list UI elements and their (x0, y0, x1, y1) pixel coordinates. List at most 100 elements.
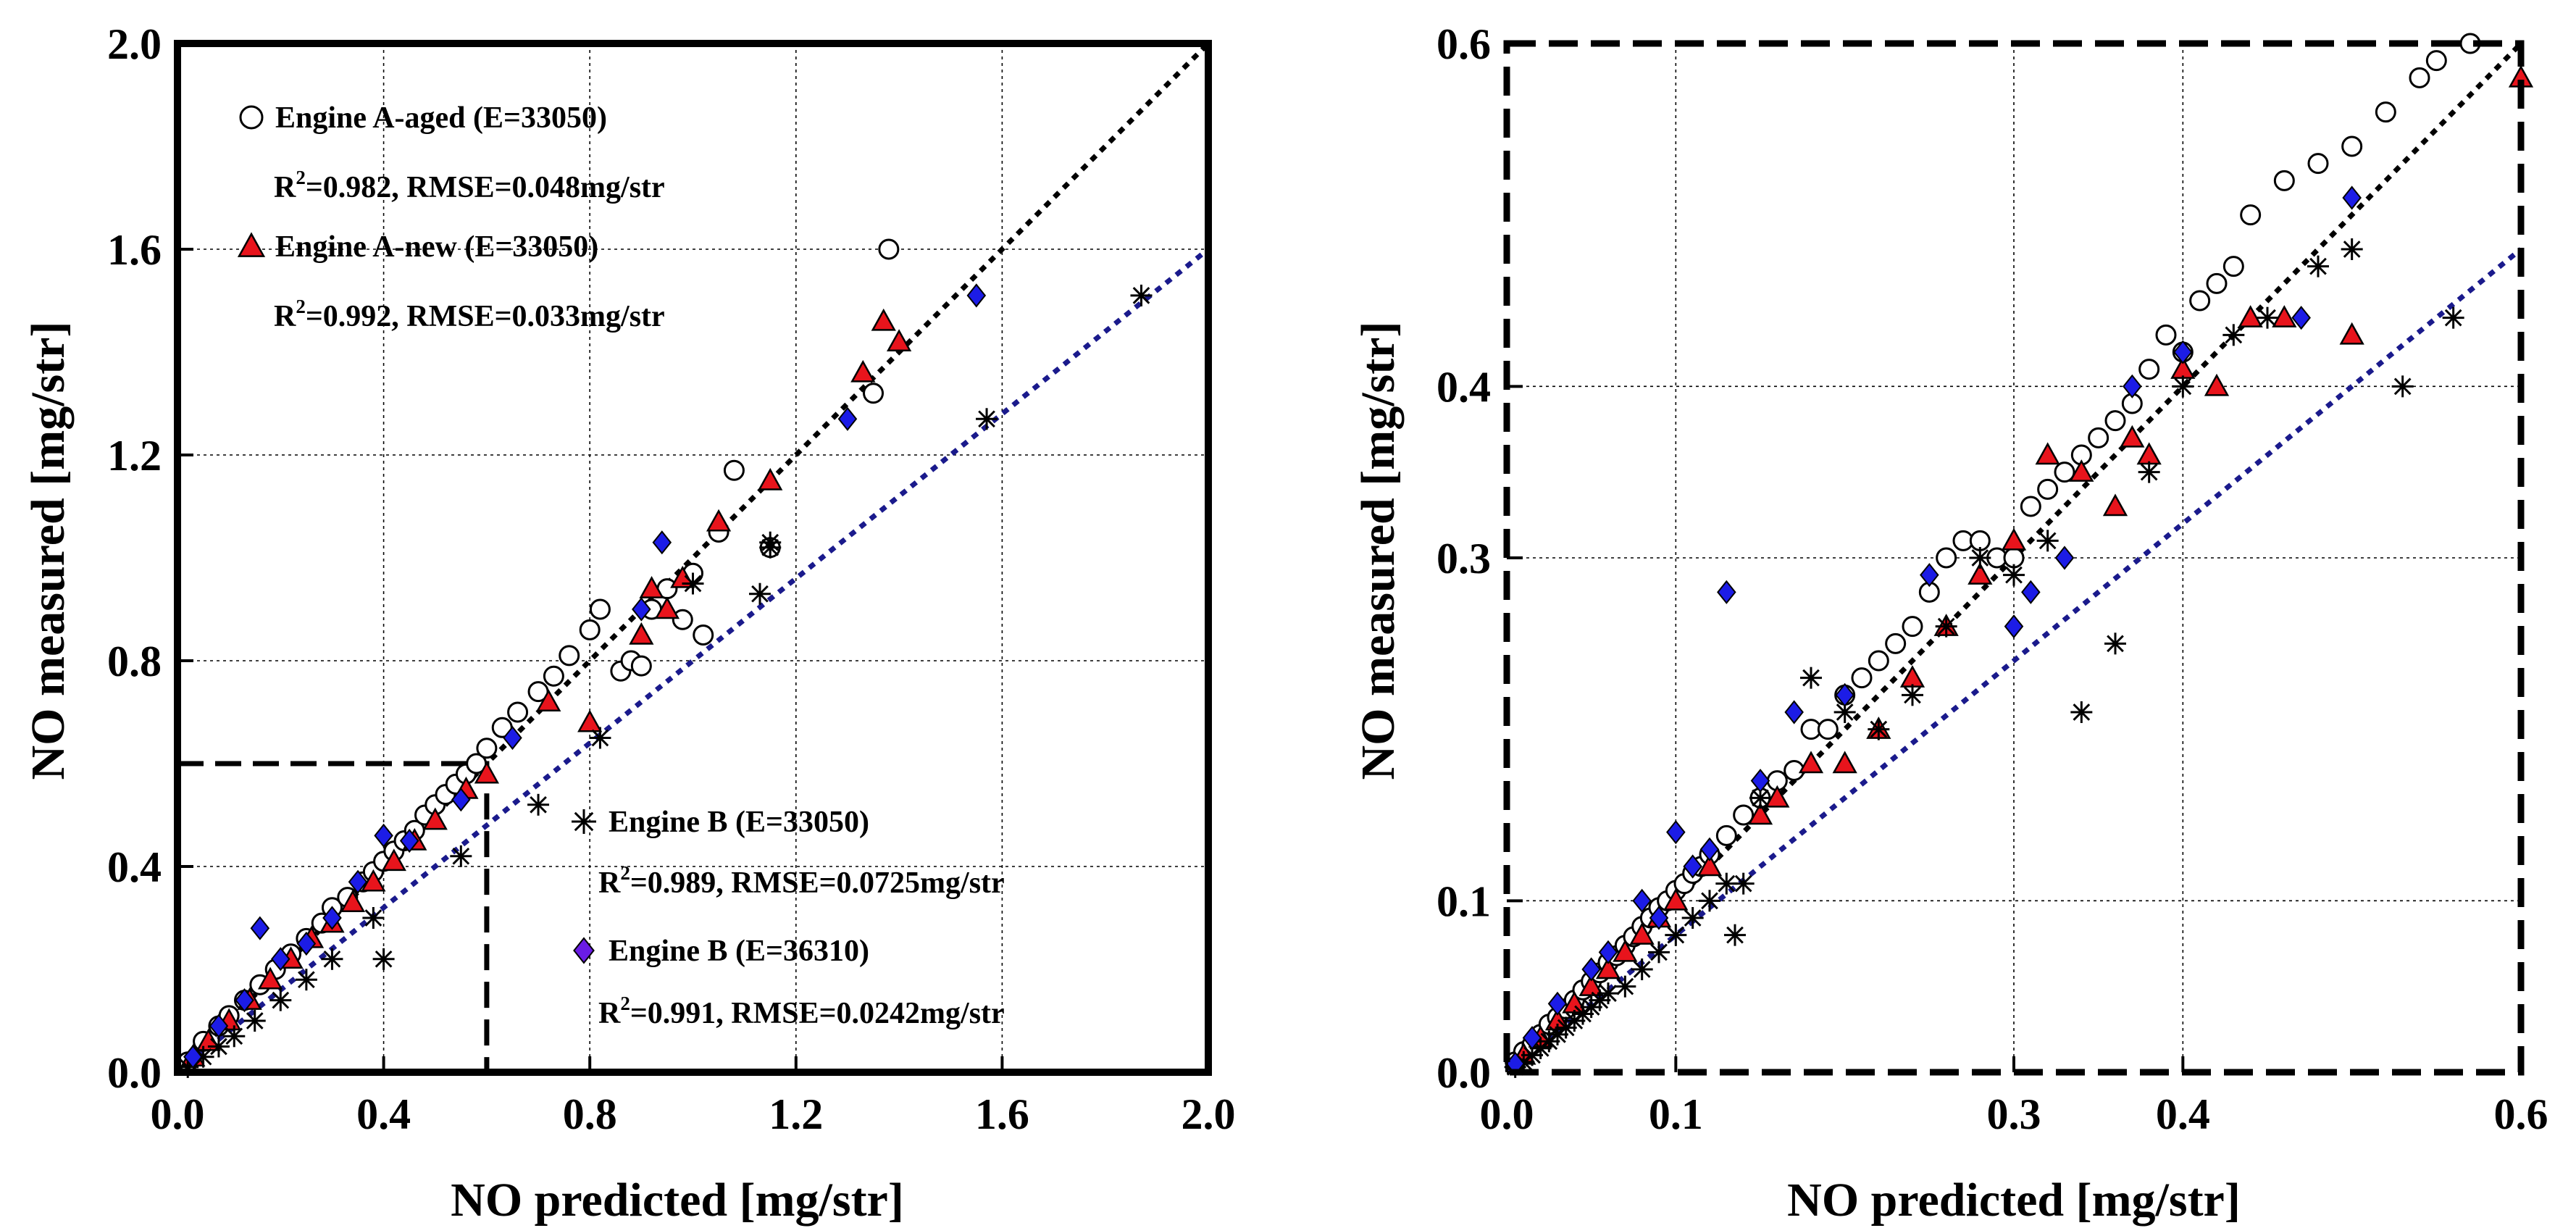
data-point (271, 947, 290, 972)
data-point (2409, 67, 2430, 88)
data-point (886, 329, 912, 352)
data-point (239, 105, 264, 130)
data-point (2037, 478, 2059, 500)
y-tick-label: 1.2 (107, 432, 162, 480)
legend-stat: R2=0.992, RMSE=0.033mg/str (274, 296, 665, 333)
x-tick-label: 0.0 (151, 1090, 205, 1138)
data-point (577, 709, 603, 732)
data-point (1681, 907, 1704, 929)
data-point (837, 406, 858, 431)
data-point (976, 408, 998, 430)
data-point (1902, 616, 1923, 638)
data-point (2070, 701, 2093, 723)
data-point (2341, 135, 2363, 157)
data-point (237, 232, 266, 257)
x-tick-label: 1.2 (769, 1090, 823, 1138)
legend-stat-rest: =0.991, RMSE=0.0242mg/str (630, 997, 1005, 1030)
legend-label: Engine A-new (E=33050) (275, 230, 598, 264)
data-point (1581, 957, 1601, 982)
data-point (1851, 667, 1873, 689)
data-point (507, 701, 529, 723)
data-point (2123, 374, 2142, 398)
data-point (1613, 939, 1638, 962)
data-point (1765, 785, 1790, 808)
legend-entry-a-aged: Engine A-aged (E=33050) R2=0.982, RMSE=0… (239, 101, 665, 204)
data-point (1817, 719, 1839, 740)
data-point (2088, 427, 2109, 448)
x-tick-label: 0.0 (1480, 1090, 1534, 1138)
left-chart: 0.0 0.4 0.8 1.2 1.6 2.0 0.0 0.4 0.8 1.2 1.6 2.0 Eng… (22, 20, 1236, 1227)
data-point (321, 948, 343, 970)
data-point (399, 828, 419, 853)
y-tick-label: 0.6 (1437, 20, 1491, 68)
x-tick-label: 2.0 (1182, 1090, 1236, 1138)
data-point (381, 848, 406, 872)
right-chart: 0.0 0.1 0.3 0.4 0.6 0.0 0.1 0.3 0.4 0.6 NO predic… (1352, 20, 2548, 1227)
reference-line (1505, 247, 2523, 1074)
data-point (1578, 974, 1604, 996)
data-point (2307, 153, 2329, 175)
data-point (2173, 340, 2193, 364)
legend-stat-sup: 2 (296, 296, 306, 317)
data-point (1699, 890, 1720, 912)
data-point (758, 467, 783, 490)
data-point (2054, 546, 2075, 570)
reference-line (175, 41, 1210, 1074)
data-point (2172, 375, 2194, 398)
data-point (450, 845, 472, 867)
data-point (2003, 564, 2025, 586)
data-point (1885, 632, 1907, 654)
legend-stat-r: R (274, 171, 296, 204)
data-point (1648, 941, 1670, 964)
legend-stat: R2=0.982, RMSE=0.048mg/str (274, 167, 665, 204)
legend-stat-rest: =0.989, RMSE=0.0725mg/str (630, 866, 1005, 900)
data-point (654, 596, 680, 619)
legend-stat-rest: =0.982, RMSE=0.048mg/str (306, 171, 665, 204)
data-point (503, 725, 522, 751)
data-point (1920, 563, 1939, 588)
right-chart-points (1504, 33, 2534, 1078)
data-point (1936, 547, 1957, 569)
data-point (1868, 650, 1889, 672)
data-point (723, 459, 745, 481)
data-point (1522, 1026, 1542, 1051)
legend-marker-circle (239, 105, 264, 130)
legend-entry-a-new: Engine A-new (E=33050) R2=0.992, RMSE=0.… (237, 230, 665, 333)
data-point (2339, 322, 2364, 345)
data-point (2054, 461, 2075, 483)
left-chart-legend: Engine A-aged (E=33050) R2=0.982, RMSE=0… (237, 101, 1005, 1030)
data-point (296, 931, 317, 956)
data-point (451, 788, 471, 812)
data-point (250, 916, 270, 940)
x-tick-label: 0.3 (1987, 1090, 2041, 1138)
data-point (527, 793, 550, 816)
data-point (2138, 359, 2160, 380)
data-point (207, 1035, 230, 1058)
data-point (630, 655, 652, 677)
data-point (2035, 442, 2060, 465)
series-engine-b-diamond (183, 283, 987, 1069)
data-point (639, 576, 664, 598)
data-point (1800, 667, 1822, 689)
legend-marker-star (572, 809, 596, 834)
data-point (536, 689, 561, 712)
y-tick-label: 0.4 (1437, 363, 1491, 411)
data-point (235, 987, 254, 1013)
data-point (2069, 459, 2094, 482)
data-point (878, 238, 900, 260)
data-point (1629, 922, 1655, 945)
data-point (2273, 170, 2295, 191)
legend-stat: R2=0.989, RMSE=0.0725mg/str (598, 862, 1005, 900)
x-tick-label: 0.8 (563, 1090, 617, 1138)
data-point (693, 625, 714, 646)
data-point (573, 937, 595, 964)
series-engine-b-star (1504, 238, 2464, 1078)
data-point (476, 738, 498, 759)
data-point (1697, 853, 1723, 877)
y-tick-label: 0.4 (107, 843, 162, 891)
data-point (1555, 1016, 1577, 1039)
x-tick-label: 0.4 (356, 1090, 411, 1138)
data-point (1632, 888, 1652, 913)
data-point (2021, 580, 2041, 604)
data-point (322, 906, 342, 930)
